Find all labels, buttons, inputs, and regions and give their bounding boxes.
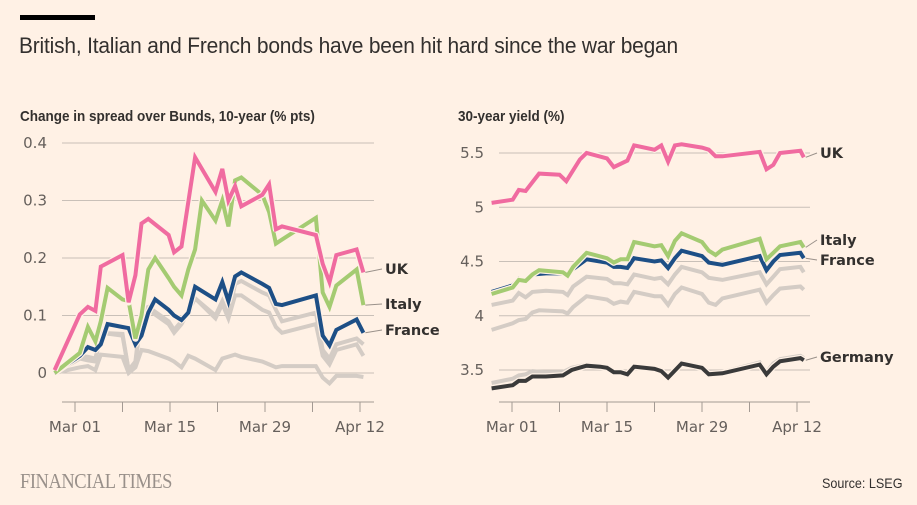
left-chart-subtitle: Change in spread over Bunds, 10-year (% … — [20, 108, 315, 125]
x-tick-label: Mar 29 — [676, 418, 728, 436]
x-tick-label: Apr 12 — [772, 418, 822, 436]
yield-chart: 3.5 4 4.5 5 5.5 Mar 01 Mar 15 Mar 29 Apr 12 Germa… — [460, 141, 894, 436]
series-label-italy: Italy — [820, 233, 857, 249]
y-tick-label: 0.4 — [23, 134, 47, 152]
y-tick-label: 0.2 — [23, 249, 47, 267]
financial-times-logo: FINANCIAL TIMES — [20, 469, 173, 493]
series-line-italy — [491, 230, 806, 296]
y-tick-label: 0 — [37, 364, 47, 382]
series-halo — [491, 354, 806, 392]
label-connector — [805, 257, 818, 261]
y-tick-label: 4 — [474, 307, 484, 325]
y-tick-label: 4.5 — [460, 253, 484, 271]
y-tick-label: 0.1 — [23, 307, 47, 325]
series-line-other-2 — [491, 284, 806, 332]
x-tick-label: Mar 01 — [49, 418, 101, 436]
series-label-france: France — [385, 323, 440, 339]
series-label-uk: UK — [820, 146, 844, 162]
x-tick-label: Mar 01 — [486, 418, 538, 436]
series-label-italy: Italy — [385, 297, 422, 313]
x-tick-label: Mar 29 — [239, 418, 291, 436]
y-tick-label: 5.5 — [460, 144, 484, 162]
series-line-france — [53, 270, 366, 375]
y-tick-label: 0.3 — [23, 192, 47, 210]
label-connector — [365, 268, 383, 273]
label-connector — [805, 356, 818, 361]
series-line-uk — [491, 142, 806, 205]
x-tick-label: Mar 15 — [581, 418, 633, 436]
series-line-other-1 — [491, 264, 806, 307]
ft-brand-bar — [20, 15, 95, 20]
series-line-italy — [53, 175, 366, 375]
label-connector — [805, 152, 818, 158]
series-line-other-3 — [54, 347, 364, 387]
source-note: Source: LSEG — [821, 475, 902, 491]
y-tick-label: 5 — [474, 198, 484, 216]
spread-chart: 0 0.1 0.2 0.3 0.4 Mar 01 Mar 15 Mar 29 Apr 12 Fra… — [23, 134, 440, 436]
series-label-germany: Germany — [820, 350, 894, 366]
series-label-france: France — [820, 253, 875, 269]
series-line-other-2 — [53, 293, 366, 375]
label-connector — [365, 303, 383, 306]
chart-title: British, Italian and French bonds have b… — [19, 33, 678, 58]
right-chart-subtitle: 30-year yield (%) — [458, 108, 565, 125]
x-tick-label: Mar 15 — [144, 418, 196, 436]
label-connector — [805, 239, 818, 248]
series-line-uk — [52, 151, 366, 371]
series-line-france — [491, 248, 806, 294]
y-tick-label: 3.5 — [460, 361, 484, 379]
x-tick-label: Apr 12 — [335, 418, 385, 436]
label-connector — [365, 329, 383, 334]
series-line-germany — [491, 356, 805, 391]
series-label-uk: UK — [385, 262, 409, 278]
